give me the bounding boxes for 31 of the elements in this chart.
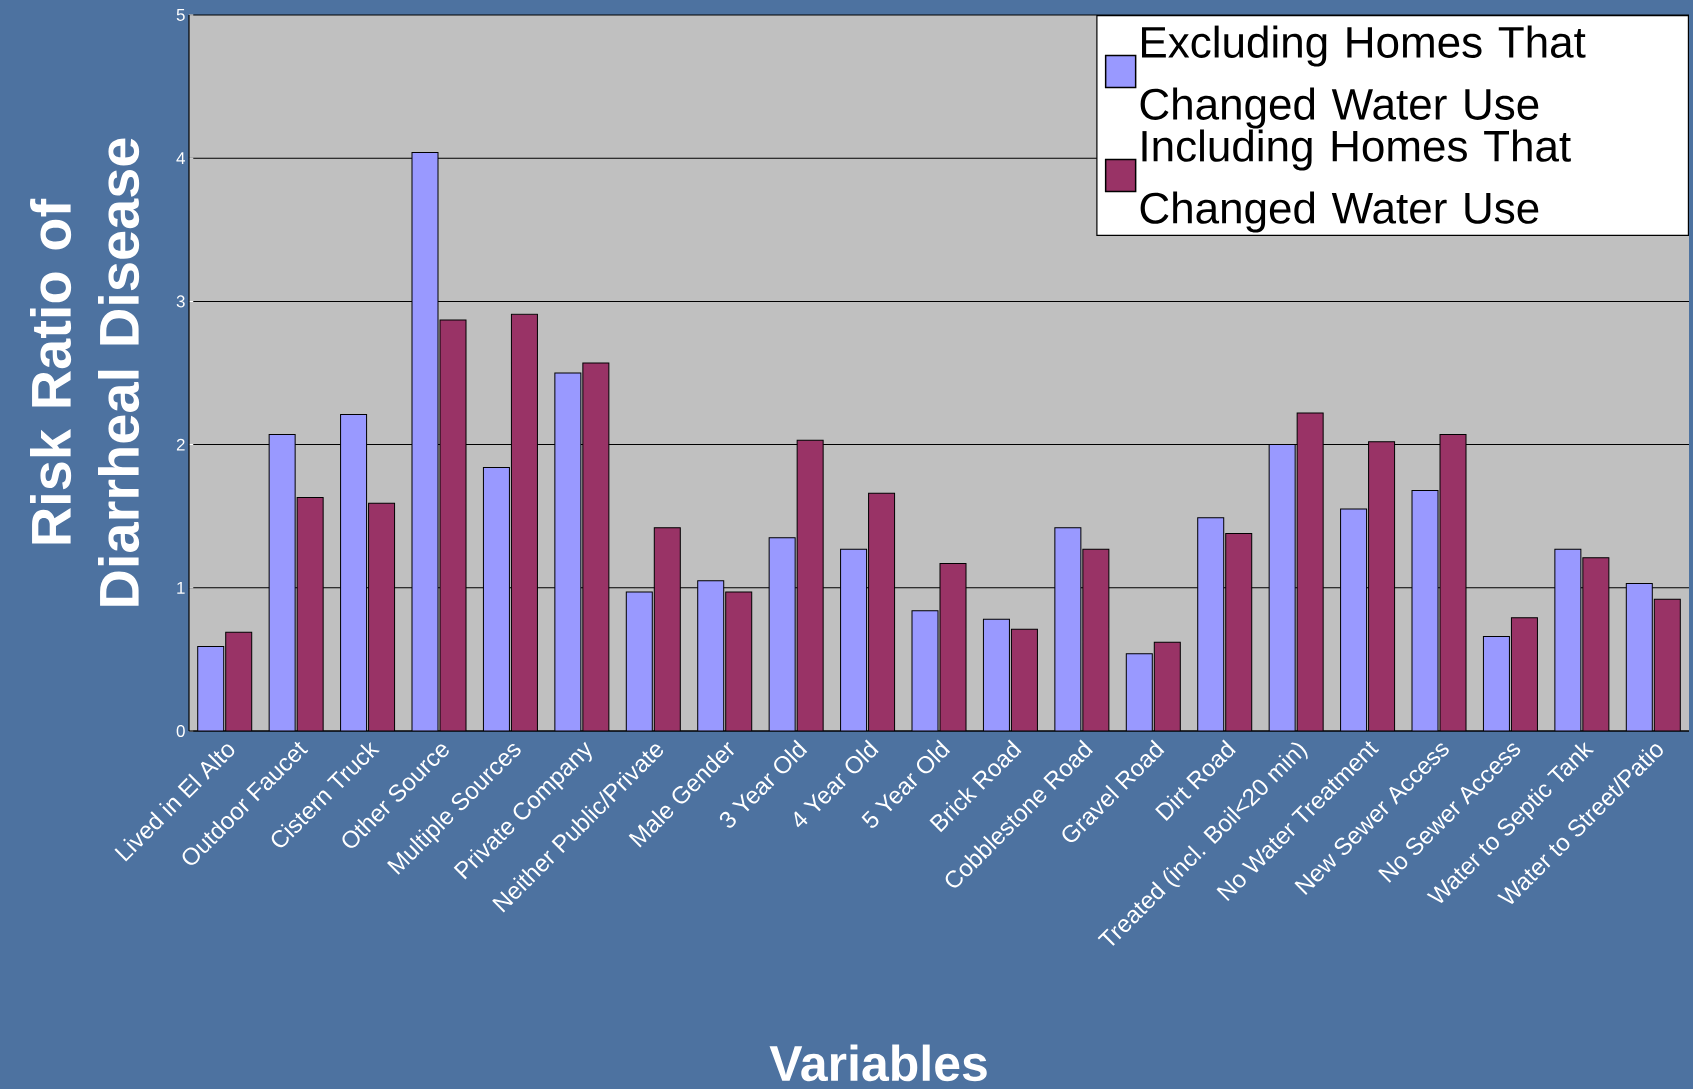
bar	[1010, 628, 1038, 731]
bar	[368, 502, 396, 731]
bar	[1439, 434, 1467, 731]
bar	[1296, 412, 1324, 731]
bar	[725, 591, 753, 731]
bar	[296, 497, 324, 731]
y-tick-label: 3	[176, 295, 185, 308]
bar	[796, 439, 824, 731]
bar	[1225, 532, 1253, 731]
bar	[1510, 617, 1538, 731]
bar	[1368, 441, 1396, 731]
y-tick-label: 2	[176, 438, 185, 451]
bar	[939, 562, 967, 731]
y-tick-label: 1	[177, 581, 185, 594]
bar	[1082, 548, 1110, 731]
bar	[1582, 557, 1610, 731]
bar	[1653, 598, 1681, 731]
y-tick-label: 0	[176, 724, 185, 738]
bar	[225, 631, 253, 731]
x-axis-title: Variables	[769, 1044, 987, 1082]
y-tick-label: 5	[176, 9, 185, 21]
bar	[439, 319, 467, 731]
bar	[510, 313, 538, 731]
bar	[1153, 641, 1181, 731]
bar	[868, 492, 896, 731]
y-tick-label: 4	[176, 152, 185, 165]
bar	[653, 527, 681, 731]
y-axis-title: Risk Ratio of Diarrheal Disease	[30, 138, 140, 606]
legend-label: Excluding Homes That Changed Water Use	[1140, 25, 1586, 129]
bar	[582, 362, 610, 731]
legend-label: Including Homes That Changed Water Use	[1140, 129, 1571, 233]
